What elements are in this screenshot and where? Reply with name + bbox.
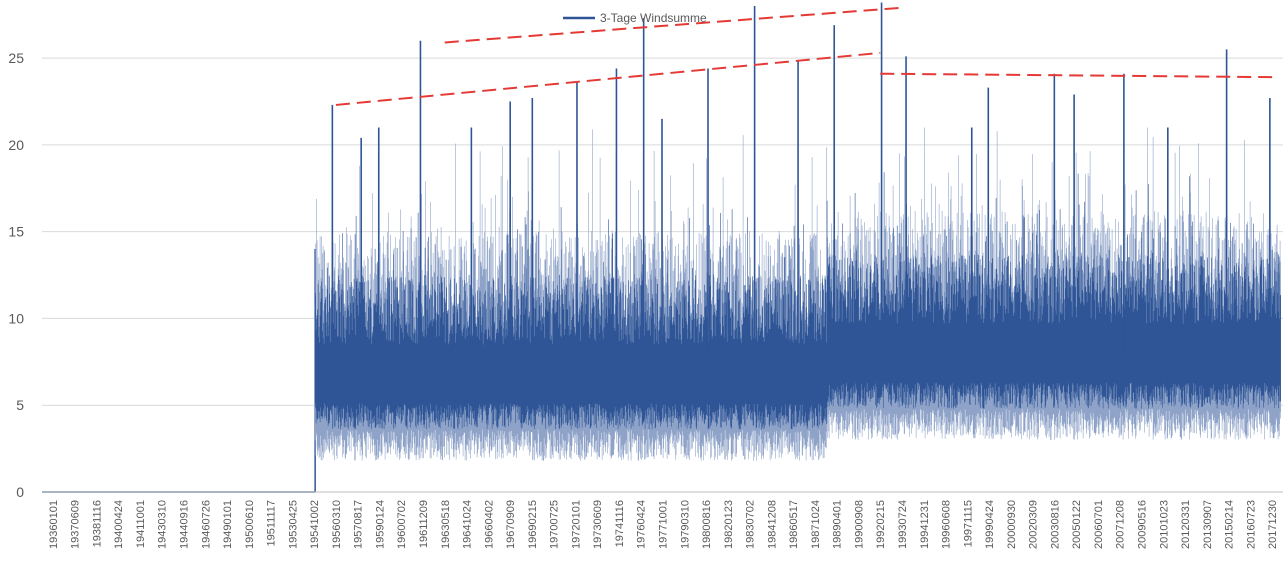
x-tick-label: 19700725 (549, 500, 561, 549)
x-tick-label: 19771001 (658, 500, 670, 549)
x-tick-label: 19730609 (592, 500, 604, 549)
x-tick-label: 19611209 (418, 500, 430, 548)
x-tick-label: 19381116 (91, 500, 103, 547)
trend-line (444, 6, 903, 44)
x-tick-label: 19430310 (157, 500, 169, 549)
legend-label: 3-Tage Windsumme (600, 11, 707, 25)
x-tick-label: 19460726 (200, 500, 212, 549)
trend-line (880, 72, 1273, 79)
x-tick-label: 19720101 (570, 500, 582, 549)
x-tick-label: 20130907 (1202, 500, 1214, 549)
x-tick-label: 19900908 (853, 500, 865, 549)
x-tick-label: 19800816 (701, 500, 713, 549)
x-tick-label: 19511117 (266, 500, 278, 547)
trend-line (335, 51, 881, 106)
x-axis-ticks: 19360101 19370609 19381116 19400424 19411001… (48, 500, 1279, 549)
x-tick-label: 20090516 (1136, 500, 1148, 549)
x-tick-label: 19411001 (135, 500, 147, 548)
x-tick-label: 19570817 (353, 500, 365, 549)
x-tick-label: 19560310 (331, 500, 343, 549)
x-tick-label: 19400424 (113, 500, 125, 549)
x-tick-label: 19541002 (309, 500, 321, 549)
x-tick-label: 19960608 (941, 500, 953, 549)
x-tick-label: 20000930 (1006, 500, 1018, 549)
x-tick-label: 20160723 (1245, 500, 1257, 549)
y-tick-label: 0 (16, 484, 24, 500)
x-tick-label: 19660402 (483, 500, 495, 549)
x-tick-label: 20120331 (1180, 500, 1192, 549)
x-tick-label: 20020309 (1028, 500, 1040, 549)
x-tick-label: 19590124 (374, 500, 386, 549)
x-tick-label: 20171230 (1267, 500, 1279, 549)
x-tick-label: 19941231 (919, 500, 931, 549)
x-tick-label: 19360101 (48, 500, 60, 549)
x-tick-label: 19860517 (788, 500, 800, 549)
x-tick-label: 19830702 (745, 500, 757, 549)
trend-lines (335, 6, 1273, 106)
series-body (314, 172, 1281, 430)
x-tick-label: 19971115 (962, 500, 974, 547)
x-tick-label: 19871024 (810, 500, 822, 549)
x-tick-label: 19920215 (875, 500, 887, 549)
x-tick-label: 19641024 (462, 500, 474, 549)
x-tick-label: 19630518 (440, 500, 452, 549)
x-tick-label: 19841208 (766, 500, 778, 549)
x-tick-label: 20030816 (1049, 500, 1061, 549)
y-tick-label: 10 (8, 310, 24, 326)
y-tick-label: 5 (16, 397, 24, 413)
x-tick-label: 19500610 (244, 500, 256, 549)
x-tick-label: 19760424 (636, 500, 648, 549)
x-tick-label: 19990424 (984, 500, 996, 549)
x-tick-label: 19530425 (287, 500, 299, 549)
y-tick-label: 15 (8, 224, 24, 240)
x-tick-label: 20150214 (1224, 500, 1236, 549)
x-tick-label: 19790310 (679, 500, 691, 549)
y-axis-ticks: 0 5 10 15 20 25 (8, 50, 24, 500)
x-tick-label: 19670909 (505, 500, 517, 549)
x-tick-label: 19820123 (723, 500, 735, 549)
legend: 3-Tage Windsumme (563, 11, 707, 25)
x-tick-label: 20071208 (1115, 500, 1127, 549)
x-tick-label: 19890401 (832, 500, 844, 549)
x-tick-label: 20050122 (1071, 500, 1083, 549)
x-tick-label: 19370609 (70, 500, 82, 549)
y-tick-label: 25 (8, 50, 24, 66)
x-tick-label: 19600702 (396, 500, 408, 549)
x-tick-label: 19490101 (222, 500, 234, 549)
x-tick-label: 19440916 (179, 500, 191, 549)
x-tick-label: 20101023 (1158, 500, 1170, 549)
x-tick-label: 19741116 (614, 500, 626, 547)
x-tick-label: 20060701 (1093, 500, 1105, 549)
y-tick-label: 20 (8, 137, 24, 153)
x-tick-label: 19690215 (527, 500, 539, 549)
x-tick-label: 19930724 (897, 500, 909, 549)
